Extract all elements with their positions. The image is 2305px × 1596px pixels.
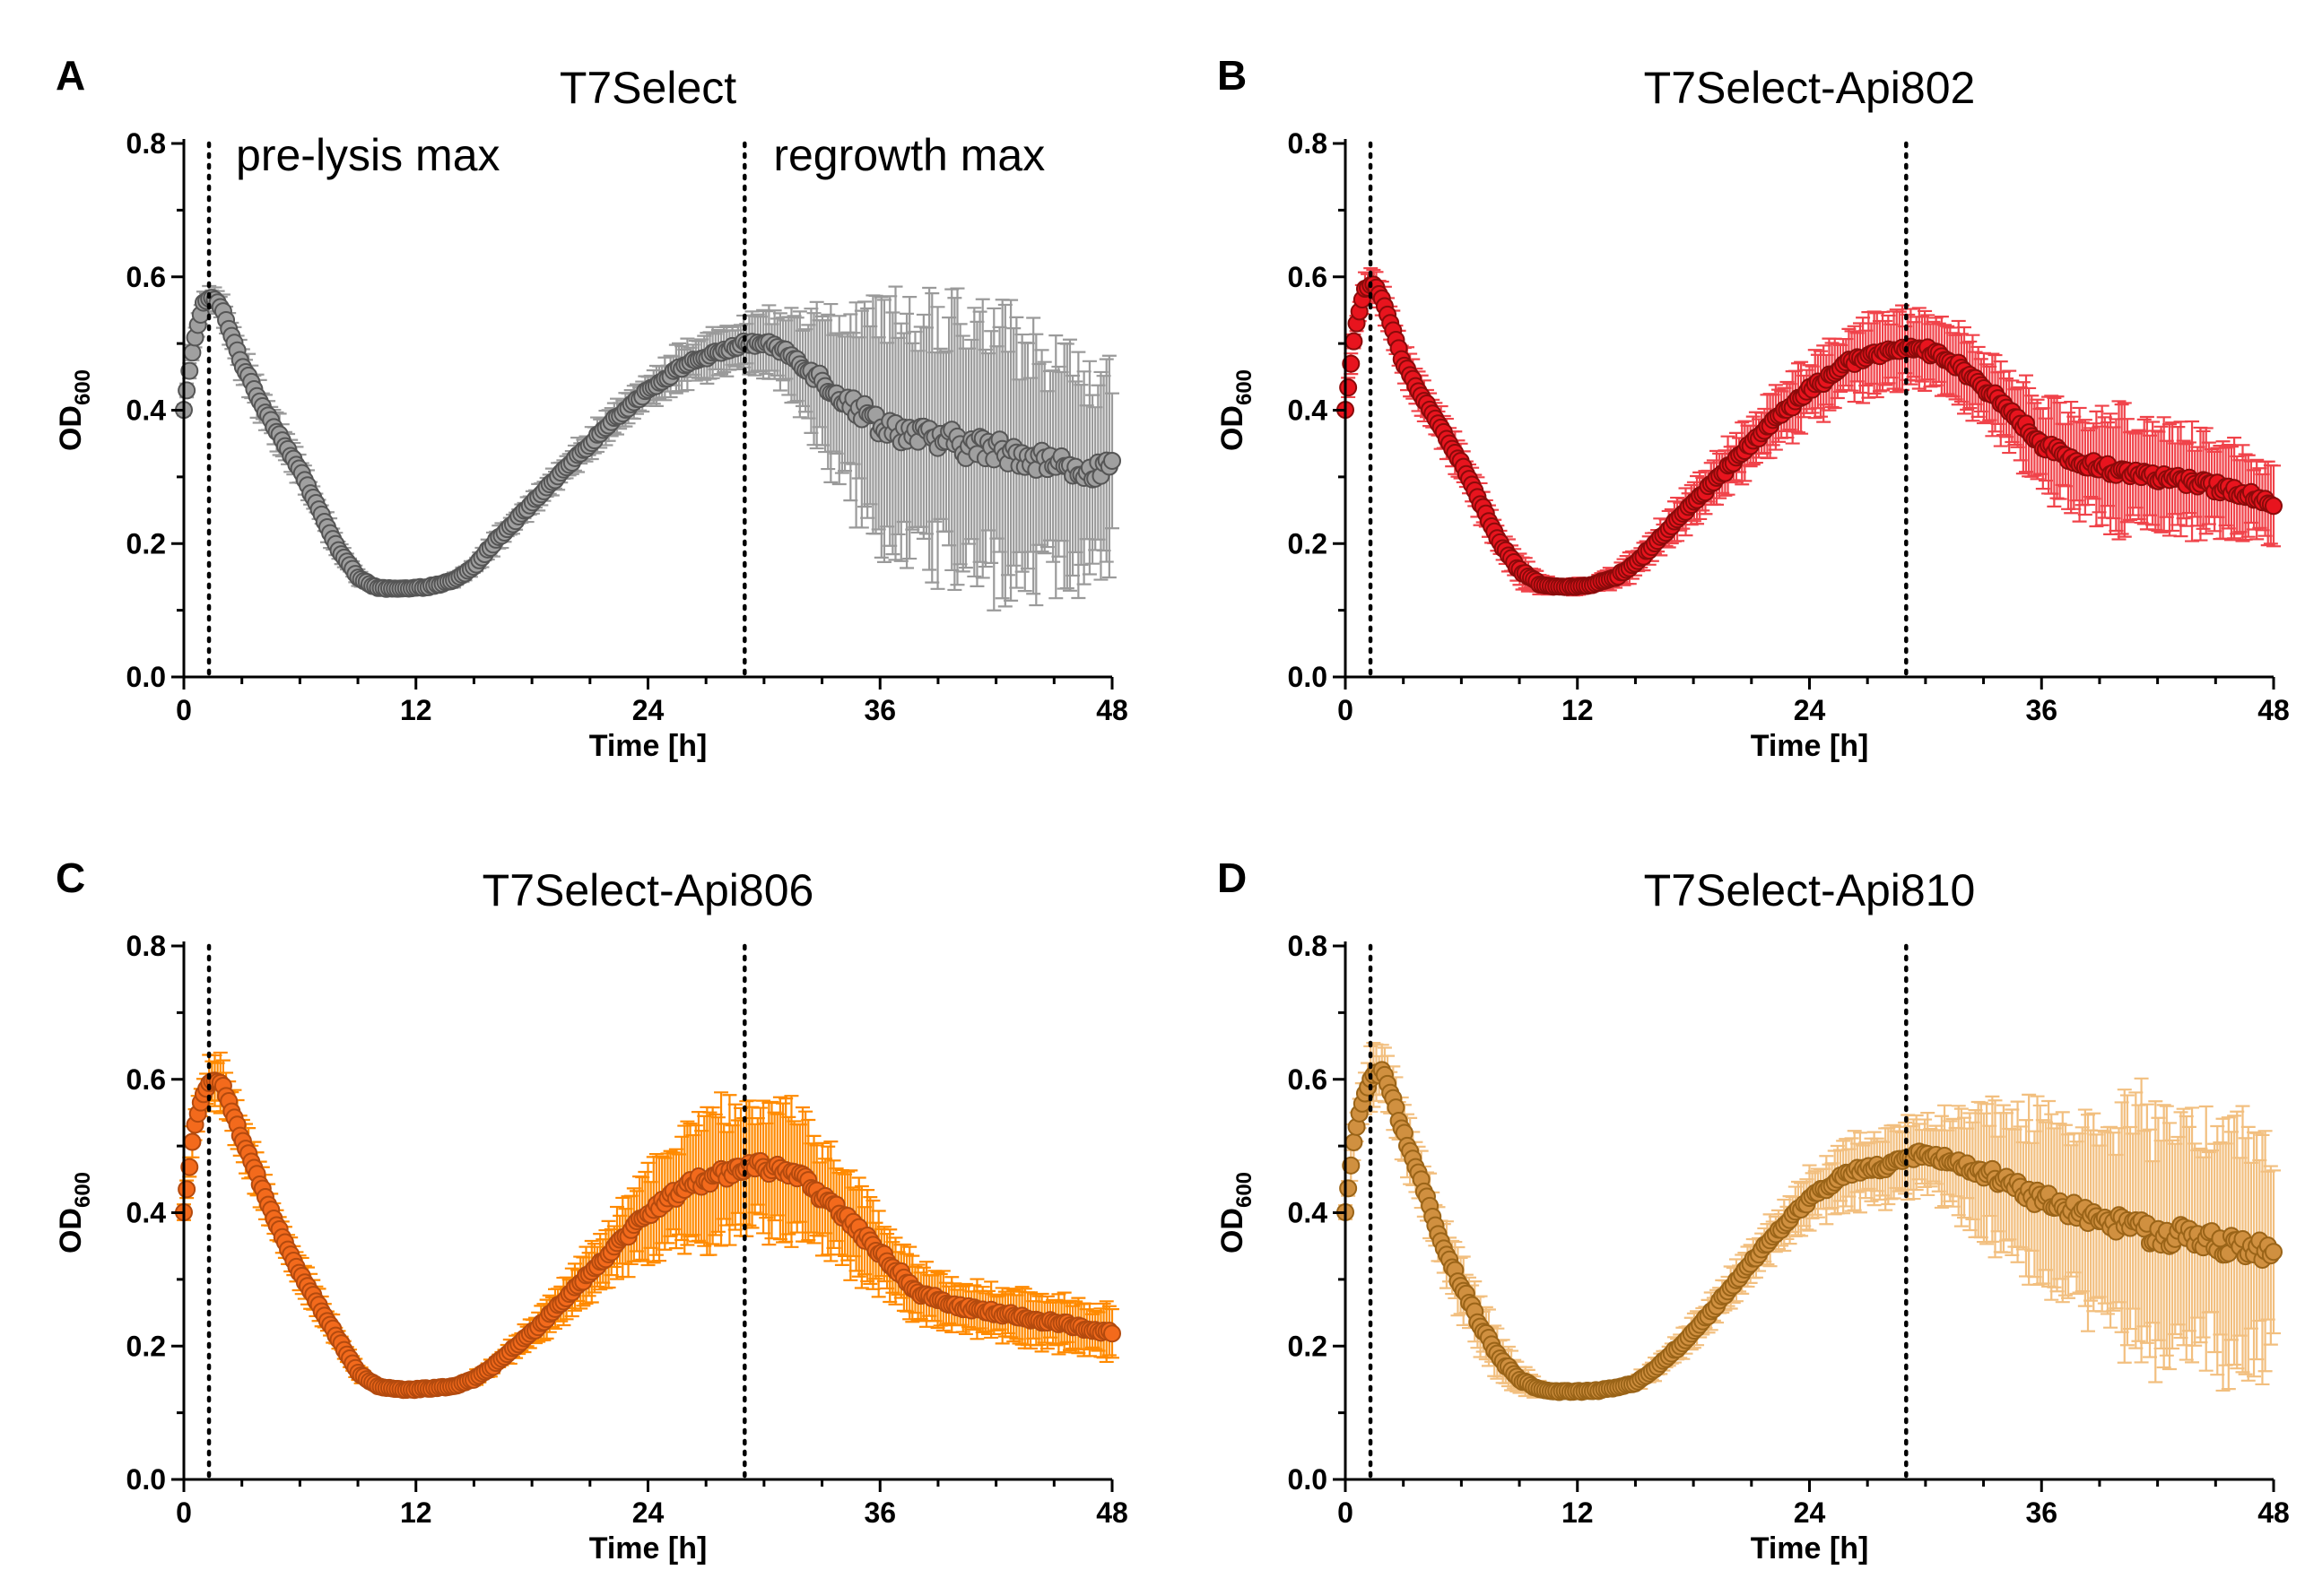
x-tick-label: 0 xyxy=(1337,694,1353,726)
data-point xyxy=(1103,1324,1121,1343)
y-tick-label: 0.2 xyxy=(1288,527,1327,559)
x-tick-label: 36 xyxy=(864,1496,896,1529)
annotation-regrowth-max: regrowth max xyxy=(773,130,1045,180)
y-tick-label: 0.0 xyxy=(126,661,166,693)
x-tick-label: 48 xyxy=(1096,694,1128,726)
x-tick-label: 0 xyxy=(176,1496,192,1529)
panel-letter: D xyxy=(1217,854,1247,901)
panel-c: C T7Select-Api806 0.0 0.2 0.4 0.6 0.8 0 12 24 36 48… xyxy=(54,854,1128,1566)
x-tick-label: 24 xyxy=(632,1496,665,1529)
x-tick-label: 36 xyxy=(2025,694,2057,726)
x-tick-label: 0 xyxy=(176,694,192,726)
x-tick-label: 12 xyxy=(1561,694,1594,726)
data-series xyxy=(175,284,1121,612)
x-tick-label: 48 xyxy=(2257,694,2290,726)
panel-b: B T7Select-Api802 0.0 0.2 0.4 0.6 0.8 0 12 24 36 48… xyxy=(1215,52,2290,763)
y-tick-label: 0.6 xyxy=(126,1063,166,1096)
data-point xyxy=(178,381,196,400)
y-tick-label: 0.8 xyxy=(126,127,166,160)
x-tick-label: 48 xyxy=(1096,1496,1128,1529)
y-tick-label: 0.6 xyxy=(126,261,166,293)
y-tick-label: 0.8 xyxy=(1288,127,1327,160)
data-series xyxy=(1336,267,2283,597)
x-axis-label: Time [h] xyxy=(589,729,708,763)
y-tick-label: 0.2 xyxy=(126,527,166,559)
x-axis-label: Time [h] xyxy=(1751,729,1869,763)
y-tick-label: 0.4 xyxy=(1288,395,1328,427)
x-tick-label: 36 xyxy=(864,694,896,726)
data-point xyxy=(180,361,199,380)
data-point xyxy=(1339,378,1358,397)
x-tick-label: 24 xyxy=(1794,694,1826,726)
annotation-pre-lysis-max: pre-lysis max xyxy=(236,130,500,180)
chart-title: T7Select xyxy=(560,63,736,113)
data-series xyxy=(1336,1041,2283,1401)
panel-letter: B xyxy=(1217,52,1247,99)
y-axis-label: OD600 xyxy=(54,369,95,451)
x-tick-label: 12 xyxy=(400,1496,432,1529)
data-point xyxy=(183,1132,202,1151)
data-point xyxy=(180,1158,199,1176)
data-point xyxy=(2265,497,2283,516)
x-tick-label: 12 xyxy=(400,694,432,726)
y-tick-label: 0.8 xyxy=(126,930,166,962)
y-tick-label: 0.4 xyxy=(126,395,167,427)
y-tick-label: 0.0 xyxy=(1288,661,1327,693)
y-tick-label: 0.0 xyxy=(126,1463,166,1496)
x-tick-label: 24 xyxy=(632,694,665,726)
chart-title: T7Select-Api810 xyxy=(1644,865,1976,915)
chart-title: T7Select-Api806 xyxy=(483,865,814,915)
panel-a: A T7Select pre-lysis max regrowth max 0.0 0.2… xyxy=(54,52,1128,763)
data-point xyxy=(1344,332,1363,351)
data-series xyxy=(175,1051,1121,1400)
data-point xyxy=(183,343,202,362)
data-point xyxy=(1342,354,1361,373)
y-axis-label: OD600 xyxy=(54,1172,95,1253)
y-axis-label: OD600 xyxy=(1215,369,1257,451)
chart-title: T7Select-Api802 xyxy=(1644,63,1976,113)
y-tick-label: 0.6 xyxy=(1288,261,1327,293)
data-point xyxy=(178,1180,196,1199)
panel-letter: A xyxy=(56,52,85,99)
x-axis-label: Time [h] xyxy=(589,1531,708,1566)
data-point xyxy=(1103,451,1121,470)
panel-letter: C xyxy=(56,854,85,901)
y-tick-label: 0.4 xyxy=(126,1197,167,1229)
y-tick-label: 0.2 xyxy=(126,1330,166,1362)
